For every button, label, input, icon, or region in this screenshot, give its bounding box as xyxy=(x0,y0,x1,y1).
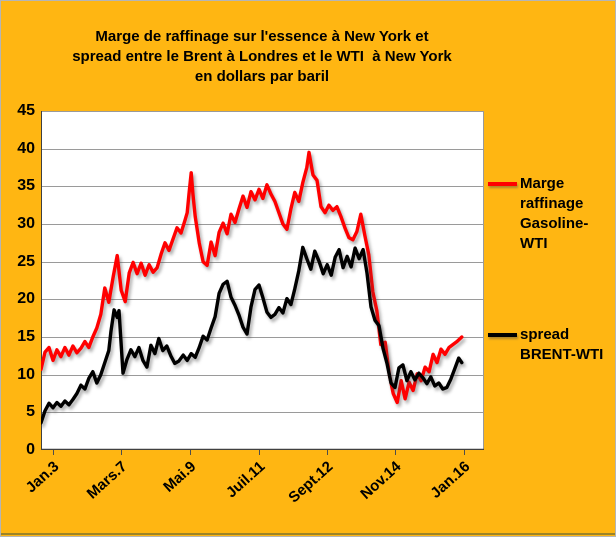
y-axis-label-15: 15 xyxy=(17,328,35,345)
x-axis-label-Mars.7: Mars.7 xyxy=(83,458,131,503)
chart-title-line-1: Marge de raffinage sur l'essence à New Y… xyxy=(95,28,429,45)
chart-title-line-2: spread entre le Brent à Londres et le WT… xyxy=(72,48,452,65)
x-tick-Jan.16 xyxy=(464,450,465,455)
legend-label-marge: Marge raffinage Gasoline- WTI xyxy=(520,175,589,252)
x-axis-label-Juil.11: Juil.11 xyxy=(222,458,269,502)
plot-area xyxy=(41,111,484,450)
y-axis-label-30: 30 xyxy=(17,215,35,232)
legend-line-marker-spread xyxy=(488,333,517,337)
series-line-spread-brent-wti xyxy=(41,245,464,425)
y-axis-label-40: 40 xyxy=(17,139,35,157)
y-axis-label-5: 5 xyxy=(26,403,35,421)
x-tick-Sept.12 xyxy=(327,450,328,455)
chart-title: Marge de raffinage sur l'essence à New Y… xyxy=(13,27,511,87)
x-tick-Nov.14 xyxy=(395,450,396,455)
x-axis-label-Mai.9: Mai.9 xyxy=(159,458,200,496)
x-axis-label-Jan.16: Jan.16 xyxy=(427,458,474,502)
y-axis-label-0: 0 xyxy=(26,441,35,458)
legend-label-spread: spread BRENT-WTI xyxy=(520,326,604,363)
x-tick-Mai.9 xyxy=(190,450,191,455)
x-tick-Jan.3 xyxy=(53,450,54,455)
x-axis-label-Sept.12: Sept.12 xyxy=(285,458,337,507)
x-axis-label-Nov.14: Nov.14 xyxy=(357,458,405,503)
y-axis-label-35: 35 xyxy=(17,177,35,195)
x-tick-Juil.11 xyxy=(259,450,260,455)
frame-bottom-edge xyxy=(1,533,615,535)
legend-entry-marge: Marge raffinage Gasoline- WTI xyxy=(488,174,615,254)
y-axis-label-20: 20 xyxy=(17,290,35,308)
chart-title-line-3: en dollars par baril xyxy=(194,68,330,85)
y-axis-label-45: 45 xyxy=(17,102,35,119)
plot-background xyxy=(41,111,484,450)
legend-entry-spread: spread BRENT-WTI xyxy=(488,325,615,365)
legend-line-marker-marge xyxy=(488,182,517,186)
y-axis-label-25: 25 xyxy=(17,252,35,270)
y-axis-label-10: 10 xyxy=(17,365,35,383)
x-tick-Mars.7 xyxy=(121,450,122,455)
